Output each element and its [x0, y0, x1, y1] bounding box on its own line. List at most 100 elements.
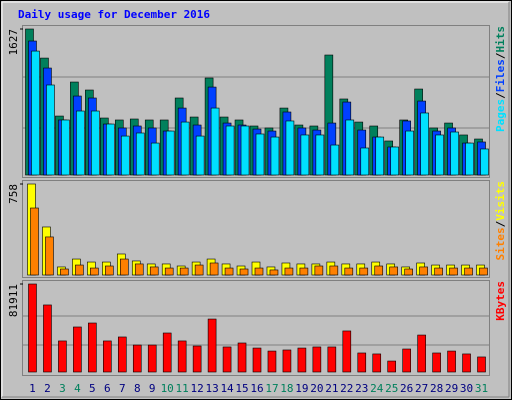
panel-frame	[22, 25, 490, 178]
bar	[225, 125, 235, 176]
bar	[449, 267, 458, 276]
bar	[434, 267, 443, 276]
bar	[106, 123, 115, 176]
bar	[28, 283, 37, 373]
bar	[357, 352, 367, 373]
panel-frame	[22, 180, 490, 278]
bar	[284, 267, 294, 276]
bar	[329, 265, 339, 276]
x-tick-label: 24	[370, 382, 384, 395]
bar	[117, 336, 127, 373]
bar	[390, 146, 400, 176]
bar	[91, 110, 100, 176]
bar	[462, 353, 471, 373]
bar	[150, 142, 160, 176]
legend-entry: Pages	[494, 99, 507, 132]
bar	[344, 267, 354, 276]
bar	[240, 125, 250, 176]
bar	[149, 266, 159, 276]
bar	[432, 352, 441, 373]
x-tick-label: 23	[355, 382, 368, 395]
bar	[207, 318, 217, 373]
x-tick-label: 20	[310, 382, 323, 395]
x-tick-label: 30	[460, 382, 473, 395]
bar	[314, 265, 324, 276]
legend-separator: /	[494, 92, 507, 99]
bar	[239, 268, 249, 276]
bar	[405, 130, 414, 176]
bar	[315, 134, 325, 176]
panel-frames	[22, 25, 490, 376]
x-tick-label: 27	[415, 382, 428, 395]
bar	[120, 135, 130, 176]
bar	[300, 134, 310, 176]
bar	[73, 326, 82, 373]
x-tick-label: 6	[104, 382, 111, 395]
bar	[209, 262, 219, 276]
bar	[30, 207, 39, 276]
bar	[224, 267, 234, 276]
legend-entry: Hits	[494, 26, 507, 53]
bar	[387, 360, 397, 373]
bar	[327, 346, 337, 373]
bar	[164, 267, 174, 276]
x-tick-label: 18	[280, 382, 293, 395]
x-tick-label: 22	[340, 382, 353, 395]
bar	[195, 135, 205, 176]
bar	[375, 136, 385, 176]
x-tick-label: 28	[430, 382, 443, 395]
bar	[372, 353, 382, 373]
bar	[479, 267, 488, 276]
bar	[45, 236, 54, 276]
bar	[75, 264, 84, 276]
panel-frame	[22, 280, 490, 376]
x-tick-label: 12	[191, 382, 204, 395]
bar	[58, 340, 67, 373]
legend: KBytes	[494, 281, 507, 321]
bar	[60, 268, 69, 276]
bar	[46, 84, 55, 176]
legend-entry: Visits	[494, 181, 507, 221]
legend-entry: Sites	[494, 227, 507, 260]
x-tick-label: 8	[134, 382, 141, 395]
bar	[464, 267, 473, 276]
x-tick-label: 14	[220, 382, 234, 395]
bar	[105, 265, 114, 276]
bar	[312, 346, 322, 373]
bar	[252, 347, 262, 373]
bar	[480, 148, 489, 176]
bar	[135, 132, 145, 176]
bar	[76, 110, 85, 176]
x-tick-label: 10	[161, 382, 174, 395]
x-tick-label: 31	[475, 382, 488, 395]
y-tick-label: 1627	[7, 29, 20, 56]
x-tick-label: 9	[149, 382, 156, 395]
bar	[177, 340, 187, 373]
bar	[477, 356, 486, 373]
bar	[374, 265, 384, 276]
legend-entry: Files	[494, 59, 507, 92]
bar	[402, 348, 411, 373]
bar	[90, 267, 99, 276]
bar	[267, 350, 277, 373]
bar	[210, 107, 220, 176]
x-tick-label: 26	[400, 382, 413, 395]
legend: Sites/Visits	[494, 181, 507, 261]
x-tick-label: 21	[325, 382, 338, 395]
bar	[255, 133, 265, 176]
bar	[447, 350, 456, 373]
bar	[162, 332, 172, 373]
bar	[237, 342, 247, 373]
bar	[270, 136, 280, 176]
legend: Pages/Files/Hits	[494, 26, 507, 132]
legend-separator: /	[494, 52, 507, 59]
bar	[179, 267, 189, 276]
bar	[222, 346, 232, 373]
bar	[450, 131, 459, 176]
x-tick-label: 7	[119, 382, 126, 395]
bar	[345, 119, 355, 176]
x-tick-label: 2	[44, 382, 51, 395]
x-tick-label: 3	[59, 382, 66, 395]
chart-title: Daily usage for December 2016	[18, 8, 210, 21]
